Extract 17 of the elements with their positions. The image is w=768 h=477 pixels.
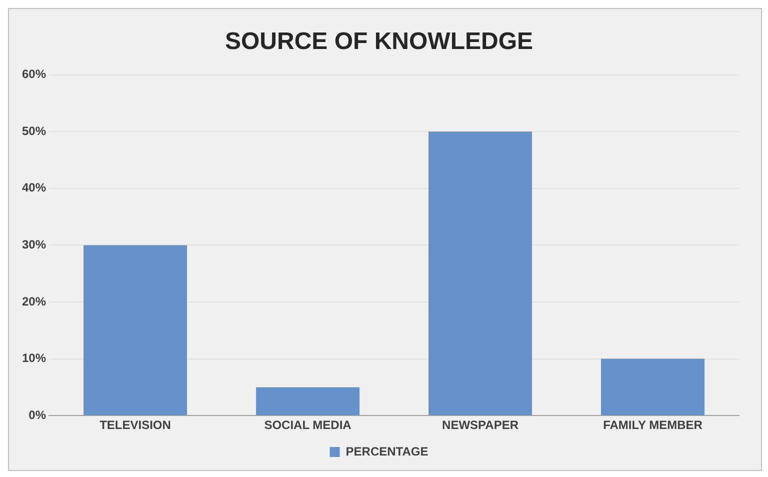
y-tick-label: 0% [28, 408, 46, 422]
bar [84, 245, 188, 416]
y-tick-label: 30% [22, 238, 46, 252]
bar [256, 387, 360, 416]
bar [428, 132, 532, 416]
x-tick-label: FAMILY MEMBER [603, 418, 703, 432]
x-tick-label: TELEVISION [100, 418, 171, 432]
y-tick-label: 40% [22, 180, 46, 195]
chart-title: SOURCE OF KNOWLEDGE [224, 28, 534, 56]
legend-label: PERCENTAGE [346, 444, 428, 458]
y-tick-label: 10% [22, 351, 46, 366]
x-tick-label: SOCIAL MEDIA [264, 418, 352, 432]
y-tick-label: 60% [22, 67, 46, 82]
y-tick-label: 50% [22, 124, 46, 138]
bar [601, 358, 704, 416]
x-tick-label: NEWSPAPER [442, 418, 519, 432]
y-tick-label: 20% [22, 294, 46, 308]
